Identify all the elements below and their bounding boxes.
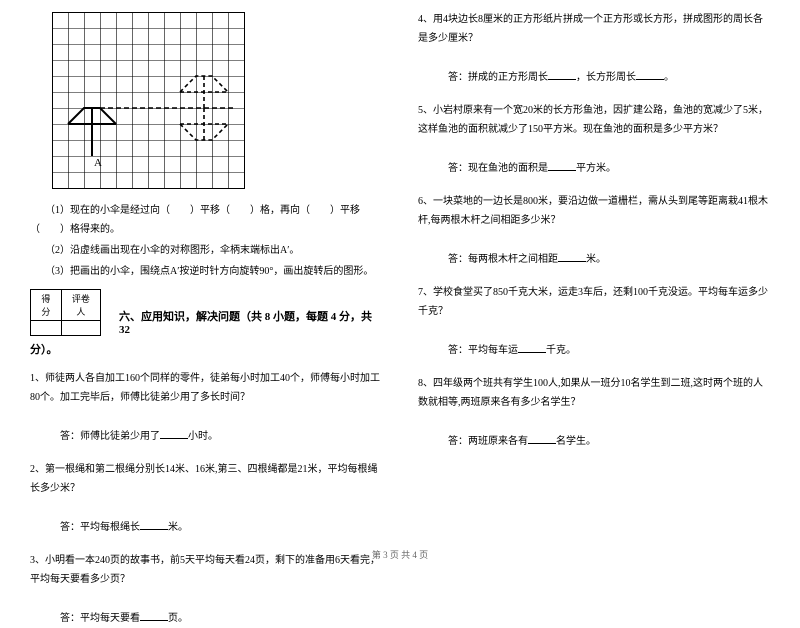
section-6-title-b: 分）。 [30, 340, 382, 361]
score-h1: 得分 [31, 290, 62, 321]
a8-post: 名学生。 [556, 436, 596, 447]
answer-4: 答：拼成的正方形周长 ，长方形周长 。 [418, 68, 770, 87]
a4-post: 。 [664, 72, 674, 83]
score-h2: 评卷人 [61, 290, 100, 321]
q5-1: （1）现在的小伞是经过向（ ）平移（ ）格，再向（ ）平移（ ）格得来的。 [30, 201, 382, 239]
a1-pre: 答：师傅比徒弟少用了 [60, 431, 160, 442]
blank-a2[interactable] [140, 519, 168, 530]
answer-2: 答：平均每根绳长 米。 [30, 518, 382, 537]
blank-a1[interactable] [160, 428, 188, 439]
a6-pre: 答：每两根木杆之间相距 [448, 254, 558, 265]
blank-a4b[interactable] [636, 69, 664, 80]
problem-4: 4、用4块边长8厘米的正方形纸片拼成一个正方形或长方形，拼成图形的周长各是多少厘… [418, 10, 770, 48]
answer-3: 答：平均每天要看 页。 [30, 609, 382, 628]
a2-post: 米。 [168, 522, 188, 533]
problem-8: 8、四年级两个班共有学生100人,如果从一班分10名学生到二班,这时两个班的人数… [418, 374, 770, 412]
blank-a4a[interactable] [548, 69, 576, 80]
a3-pre: 答：平均每天要看 [60, 613, 140, 624]
grid-figure: A [52, 12, 382, 193]
blank-a7[interactable] [518, 342, 546, 353]
answer-8: 答：两班原来各有 名学生。 [418, 432, 770, 451]
answer-5: 答：现在鱼池的面积是 平方米。 [418, 159, 770, 178]
section-6-title: 六、应用知识，解决问题（共 8 小题，每题 4 分，共 32 [119, 304, 382, 336]
blank-a3[interactable] [140, 610, 168, 621]
q5-3: （3）把画出的小伞，围绕点A′按逆时针方向旋转90°，画出旋转后的图形。 [30, 262, 382, 281]
answer-7: 答：平均每车运 千克。 [418, 341, 770, 360]
problem-6: 6、一块菜地的一边长是800米，要沿边做一道栅栏，需从头到尾等距离栽41根木杆,… [418, 192, 770, 230]
a7-post: 千克。 [546, 345, 576, 356]
a4-pre: 答：拼成的正方形周长 [448, 72, 548, 83]
blank-a6[interactable] [558, 251, 586, 262]
blank-a5[interactable] [548, 160, 576, 171]
q5-2: （2）沿虚线画出现在小伞的对称图形，伞柄末端标出A′。 [30, 241, 382, 260]
umbrella-label-a: A [94, 157, 102, 169]
a5-pre: 答：现在鱼池的面积是 [448, 163, 548, 174]
score-table: 得分 评卷人 [30, 289, 101, 336]
answer-1: 答：师傅比徒弟少用了 小时。 [30, 427, 382, 446]
a1-post: 小时。 [188, 431, 218, 442]
a3-post: 页。 [168, 613, 188, 624]
a6-post: 米。 [586, 254, 606, 265]
a4-mid: ，长方形周长 [576, 72, 636, 83]
problem-2: 2、第一根绳和第二根绳分别长14米、16米,第三、四根绳都是21米，平均每根绳长… [30, 460, 382, 498]
problem-1: 1、师徒两人各自加工160个同样的零件，徒弟每小时加工40个，师傅每小时加工80… [30, 369, 382, 407]
blank-a8[interactable] [528, 433, 556, 444]
a7-pre: 答：平均每车运 [448, 345, 518, 356]
a8-pre: 答：两班原来各有 [448, 436, 528, 447]
a5-post: 平方米。 [576, 163, 616, 174]
page-footer: 第 3 页 共 4 页 [0, 548, 800, 561]
answer-6: 答：每两根木杆之间相距 米。 [418, 250, 770, 269]
problem-5: 5、小岩村原来有一个宽20米的长方形鱼池，因扩建公路，鱼池的宽减少了5米，这样鱼… [418, 101, 770, 139]
a2-pre: 答：平均每根绳长 [60, 522, 140, 533]
problem-7: 7、学校食堂买了850千克大米，运走3车后，还剩100千克没运。平均每车运多少千… [418, 283, 770, 321]
